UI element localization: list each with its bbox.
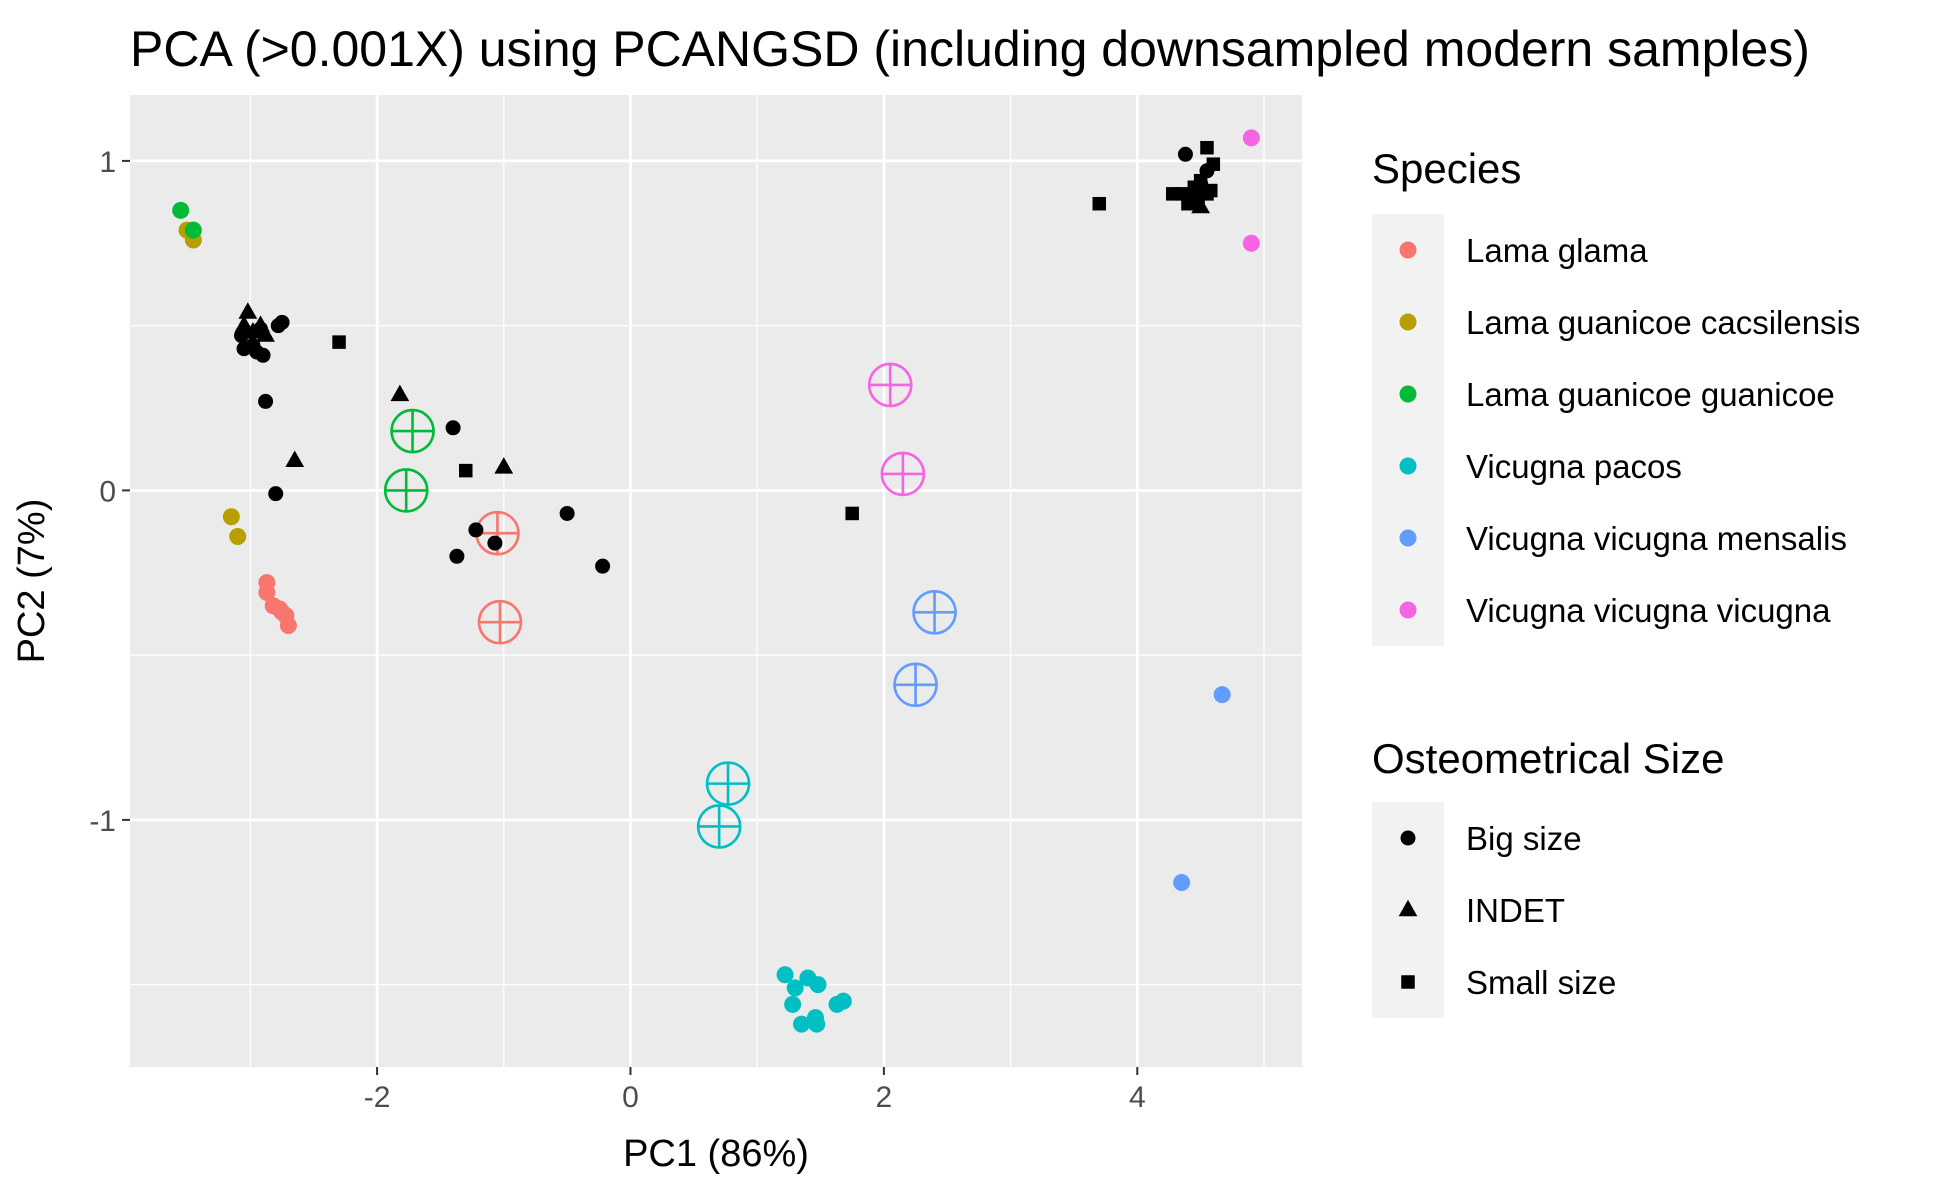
species-point — [229, 528, 247, 546]
size-point-square — [1204, 183, 1218, 198]
species-legend-label: Lama guanicoe guanicoe — [1466, 376, 1835, 413]
circle-plus-point — [867, 362, 913, 408]
size-point-triangle — [256, 325, 275, 342]
species-legend-label: Vicugna vicugna mensalis — [1466, 520, 1847, 557]
species-point — [809, 976, 827, 994]
size-legend-key — [1398, 899, 1418, 917]
species-point — [808, 1015, 826, 1033]
species-point — [793, 1015, 811, 1033]
species-point — [222, 508, 240, 526]
species-point — [834, 992, 852, 1010]
y-tick-label: -1 — [89, 805, 116, 838]
size-point-square — [1191, 193, 1205, 208]
x-tick-label: -2 — [364, 1081, 391, 1114]
species-point — [279, 616, 297, 634]
major-gridlines — [130, 95, 1302, 1067]
size-legend-title: Osteometrical Size — [1372, 735, 1724, 782]
chart-title: PCA (>0.001X) using PCANGSD (including d… — [130, 21, 1810, 77]
y-axis-ticks: -1 0 1 — [89, 146, 130, 838]
size-legend-label: Big size — [1466, 820, 1582, 857]
species-legend-key — [1399, 457, 1417, 475]
species-legend-key — [1399, 241, 1417, 259]
circle-plus-point — [477, 599, 523, 645]
species-point — [784, 995, 802, 1013]
species-legend-key — [1399, 601, 1417, 619]
circle-plus-point — [912, 590, 957, 635]
y-tick-label: 0 — [99, 475, 116, 508]
circle-plus-point — [893, 662, 938, 708]
size-point-square — [1181, 196, 1195, 211]
size-point-circle — [468, 522, 484, 538]
size-point-circle — [595, 558, 611, 574]
size-point-triangle — [494, 457, 514, 474]
x-tick-label: 4 — [1129, 1081, 1146, 1114]
size-legend-label: INDET — [1466, 892, 1565, 929]
species-legend-key-background — [1372, 214, 1444, 646]
circle-plus-point — [383, 468, 429, 513]
size-point-circle — [1177, 146, 1193, 162]
size-point-square — [1193, 173, 1208, 188]
size-point-square — [845, 506, 859, 521]
size-point-triangle — [238, 302, 258, 319]
species-legend-key — [1399, 385, 1417, 403]
size-point-square — [459, 463, 473, 478]
size-legend-label: Small size — [1466, 964, 1616, 1001]
y-axis-title: PC2 (7%) — [11, 499, 53, 664]
species-point — [786, 979, 804, 997]
circle-plus-point — [390, 408, 435, 454]
species-point — [776, 966, 794, 984]
circle-plus-point — [705, 761, 751, 806]
size-point-square — [1206, 157, 1221, 171]
plot-panel — [130, 95, 1302, 1067]
species-legend-label: Vicugna vicugna vicugna — [1466, 592, 1831, 629]
size-legend-key — [1401, 975, 1415, 989]
species-legend-label: Lama guanicoe cacsilensis — [1466, 304, 1860, 341]
size-legend: Osteometrical Size Big size INDET Small si… — [1372, 735, 1724, 1018]
species-point — [1213, 686, 1231, 704]
species-legend-label: Lama glama — [1466, 232, 1648, 269]
species-point — [1242, 234, 1260, 252]
x-tick-label: 0 — [622, 1081, 639, 1114]
size-point-triangle — [234, 315, 254, 332]
circle-plus-point — [880, 451, 926, 497]
plot-background — [130, 95, 1302, 1067]
x-axis-ticks: -2 0 2 4 — [364, 1067, 1146, 1114]
size-point-square — [1092, 196, 1107, 211]
x-tick-label: 2 — [876, 1081, 893, 1114]
size-point-triangle — [390, 384, 410, 402]
y-tick-label: 1 — [99, 146, 116, 179]
species-legend-label: Vicugna pacos — [1466, 448, 1682, 485]
size-point-circle — [559, 505, 575, 521]
size-point-circle — [268, 486, 284, 502]
size-point-circle — [449, 548, 465, 564]
size-point-circle — [487, 535, 503, 551]
size-point-circle — [255, 347, 271, 363]
size-point-square — [1200, 140, 1214, 155]
species-legend-title: Species — [1372, 145, 1521, 192]
data-points — [172, 129, 1260, 1033]
size-point-circle — [445, 420, 461, 436]
size-point-circle — [274, 314, 290, 330]
species-point — [1173, 873, 1191, 891]
size-legend-key — [1400, 830, 1416, 846]
size-point-triangle — [285, 450, 305, 468]
species-point — [1242, 129, 1260, 147]
species-point — [258, 584, 276, 602]
size-point-circle — [258, 393, 274, 409]
x-axis-title: PC1 (86%) — [623, 1133, 809, 1175]
species-legend: Species Lama glama Lama guanicoe cacsilen… — [1372, 145, 1860, 646]
species-legend-key — [1399, 529, 1417, 547]
size-point-square — [332, 335, 346, 349]
circle-plus-point — [696, 804, 742, 849]
minor-gridlines — [130, 95, 1302, 1067]
species-point — [184, 221, 202, 239]
species-legend-key — [1399, 313, 1417, 331]
species-point — [172, 201, 190, 219]
